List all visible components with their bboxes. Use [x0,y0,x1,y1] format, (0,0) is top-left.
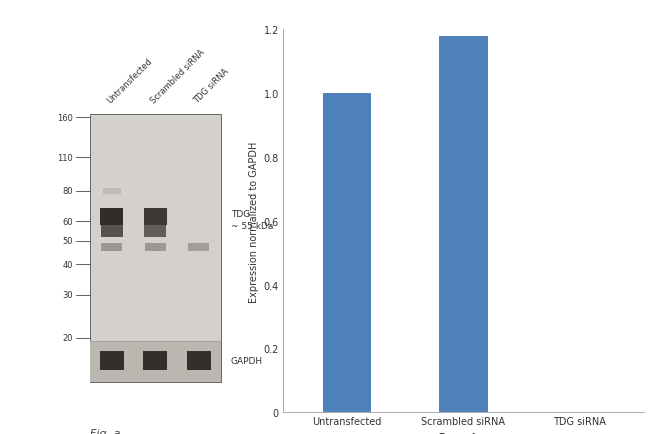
Text: 40: 40 [62,260,73,269]
X-axis label: Samples: Samples [437,432,489,434]
Bar [143,352,167,370]
Bar [187,352,211,370]
Text: 50: 50 [62,237,73,246]
Text: 60: 60 [62,217,73,226]
Text: TDG siRNA: TDG siRNA [192,66,231,105]
Text: 110: 110 [57,153,73,162]
Bar [144,209,166,225]
Bar [103,189,121,195]
Bar [100,209,124,225]
Bar [322,94,371,412]
Text: Untransfected: Untransfected [105,56,154,105]
Text: 80: 80 [62,187,73,196]
Text: TDG
~ 55 kDa: TDG ~ 55 kDa [231,210,274,230]
Bar [188,243,209,252]
Bar [100,352,124,370]
Text: GAPDH: GAPDH [231,356,263,365]
Text: 30: 30 [62,290,73,299]
Bar [439,37,488,412]
Bar [144,226,166,237]
Bar [145,243,166,252]
Text: Scrambled siRNA: Scrambled siRNA [149,47,207,105]
Bar [90,115,220,382]
Text: Fig. a: Fig. a [90,427,121,434]
Bar [90,342,220,382]
Text: 20: 20 [62,333,73,342]
Bar [101,226,123,237]
Text: 160: 160 [57,114,73,123]
Bar [101,243,122,252]
Y-axis label: Expression normalized to GAPDH: Expression normalized to GAPDH [250,141,259,302]
